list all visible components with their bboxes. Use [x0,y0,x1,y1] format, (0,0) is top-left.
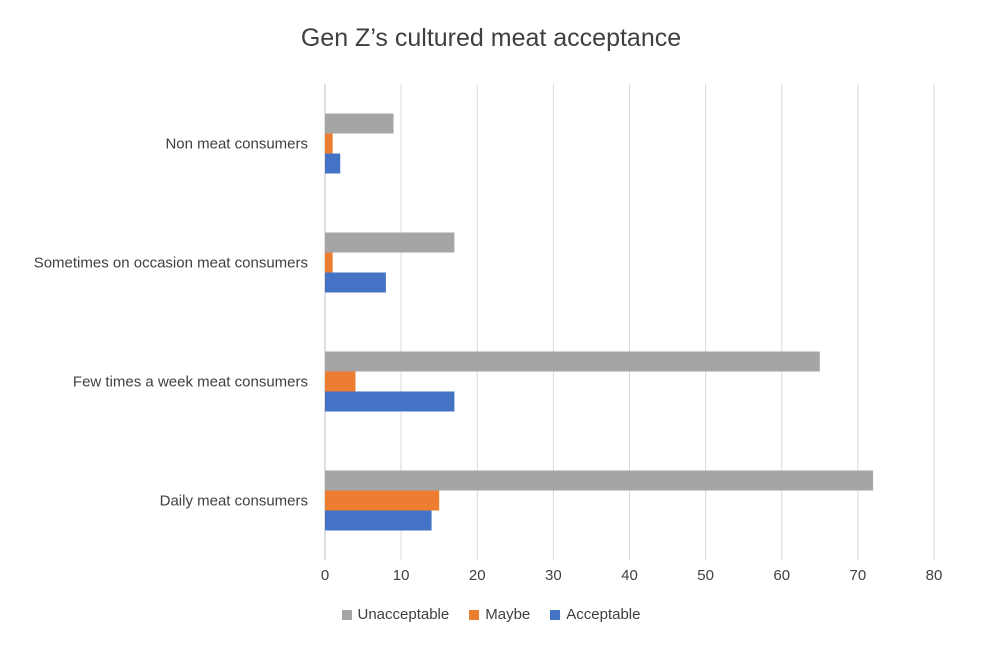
legend-label: Unacceptable [357,606,450,623]
bar-acceptable [325,153,341,174]
category-labels: Non meat consumers Sometimes on occasion … [34,136,308,510]
bars [325,113,874,531]
legend-swatch [550,609,561,620]
x-tick-label: 30 [545,567,562,584]
x-tick-label: 50 [697,567,714,584]
legend-item: Maybe [469,606,530,623]
legend-label: Acceptable [566,606,641,623]
category-label: Daily meat consumers [160,493,308,510]
legend-swatch [469,609,480,620]
x-tick-label: 60 [773,567,790,584]
x-tick-label: 10 [393,567,410,584]
category-label: Sometimes on occasion meat consumers [34,255,308,272]
bar-maybe [325,371,356,392]
bar-acceptable [325,272,386,293]
legend-item: Acceptable [550,606,640,623]
x-tick-labels: 0 10 20 30 40 50 60 70 80 [321,567,943,584]
x-tick-label: 40 [621,567,638,584]
category-label: Few times a week meat consumers [73,374,308,391]
bar-unacceptable [325,232,455,253]
legend-label: Maybe [485,606,531,623]
category-label: Non meat consumers [165,136,308,153]
x-tick-label: 70 [850,567,867,584]
bar-maybe [325,490,440,511]
bar-unacceptable [325,113,394,134]
chart-title: Gen Z’s cultured meat acceptance [300,24,682,52]
bar-maybe [325,252,333,273]
bar-chart: Non meat consumers Sometimes on occasion … [34,84,943,584]
bar-acceptable [325,391,455,412]
x-tick-label: 0 [321,567,329,584]
bar-maybe [325,133,333,154]
x-tick-label: 80 [926,567,943,584]
legend: Unacceptable Maybe Acceptable [0,606,982,623]
bar-unacceptable [325,470,874,491]
bar-acceptable [325,510,432,531]
legend-item: Unacceptable [341,606,450,623]
x-tick-label: 20 [469,567,486,584]
bar-unacceptable [325,351,820,372]
legend-swatch [341,609,352,620]
